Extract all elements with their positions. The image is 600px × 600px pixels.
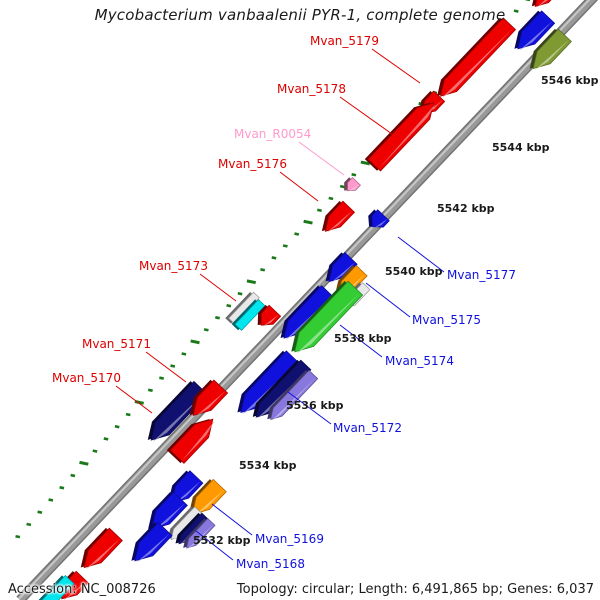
status-bar: Accession: NC_008726 Topology: circular;… xyxy=(0,578,600,600)
gene-label[interactable]: Mvan_5170 xyxy=(52,371,121,385)
gene-feature[interactable] xyxy=(431,16,517,104)
gene-label[interactable]: Mvan_5169 xyxy=(255,532,324,546)
leader-line xyxy=(279,171,319,202)
page-title: Mycobacterium vanbaalenii PYR-1, complet… xyxy=(94,6,506,24)
leader-line xyxy=(339,324,383,358)
leader-line xyxy=(287,391,332,425)
gene-label[interactable]: Mvan_R0054 xyxy=(234,127,312,141)
leader-line xyxy=(115,385,153,414)
ruler-tick-label: 5532 kbp xyxy=(193,534,251,547)
gene-label[interactable]: Mvan_5173 xyxy=(139,259,208,273)
leader-line xyxy=(211,503,253,536)
gene-label[interactable]: Mvan_5168 xyxy=(236,557,305,571)
gene-feature[interactable] xyxy=(508,9,556,57)
gene-feature[interactable] xyxy=(231,298,266,332)
gene-feature[interactable] xyxy=(183,378,229,423)
gene-feature[interactable] xyxy=(284,279,364,360)
gene-feature[interactable] xyxy=(263,369,319,426)
leader-line xyxy=(365,282,411,318)
label-leader-lines xyxy=(115,48,445,561)
gene-label[interactable]: Mvan_5172 xyxy=(333,421,402,435)
leader-line xyxy=(195,530,234,561)
leader-line xyxy=(199,273,237,302)
topology-text: Topology: circular; Length: 6,491,865 bp… xyxy=(236,582,594,597)
gene-label[interactable]: Mvan_5175 xyxy=(412,313,481,327)
gene-feature[interactable] xyxy=(340,176,361,196)
gene-feature[interactable] xyxy=(180,517,216,553)
ruler-tick-label: 5538 kbp xyxy=(334,332,392,345)
gene-feature[interactable] xyxy=(364,95,440,172)
ruler-tick-label: 5536 kbp xyxy=(286,399,344,412)
gene-label[interactable]: Mvan_5178 xyxy=(277,82,346,96)
gene-label[interactable]: Mvan_5174 xyxy=(385,354,454,368)
gene-feature[interactable] xyxy=(125,521,173,569)
ruler-tick-label: 5534 kbp xyxy=(239,459,297,472)
leader-line xyxy=(145,351,187,383)
gene-label[interactable]: Mvan_5171 xyxy=(82,337,151,351)
gene-feature[interactable] xyxy=(252,303,282,332)
gene-label[interactable]: Mvan_5177 xyxy=(447,268,516,282)
ruler-tick-label: 5542 kbp xyxy=(437,202,495,215)
gene-feature[interactable] xyxy=(523,27,572,76)
gene-feature[interactable] xyxy=(141,380,209,449)
leader-line xyxy=(397,236,445,273)
gene-label[interactable]: Mvan_5176 xyxy=(218,157,287,171)
gene-feature[interactable] xyxy=(319,251,358,289)
gene-feature[interactable] xyxy=(182,478,227,523)
gene-feature[interactable] xyxy=(316,199,356,238)
gene-feature[interactable] xyxy=(166,411,220,465)
leader-line xyxy=(339,96,393,135)
gene-label[interactable]: Mvan_5179 xyxy=(310,34,379,48)
gene-feature[interactable] xyxy=(74,526,123,575)
ruler-tick-label: 5540 kbp xyxy=(385,265,443,278)
gene-features-layer[interactable] xyxy=(38,0,572,600)
ruler-tick-label: 5546 kbp xyxy=(541,74,599,87)
accession-text: Accession: NC_008726 xyxy=(8,582,156,597)
gene-feature[interactable] xyxy=(141,490,188,537)
gene-feature[interactable] xyxy=(38,574,75,600)
ruler-tick-label: 5544 kbp xyxy=(492,141,550,154)
leader-line xyxy=(371,48,421,84)
gene-feature[interactable] xyxy=(363,208,390,234)
leader-line xyxy=(298,141,345,176)
